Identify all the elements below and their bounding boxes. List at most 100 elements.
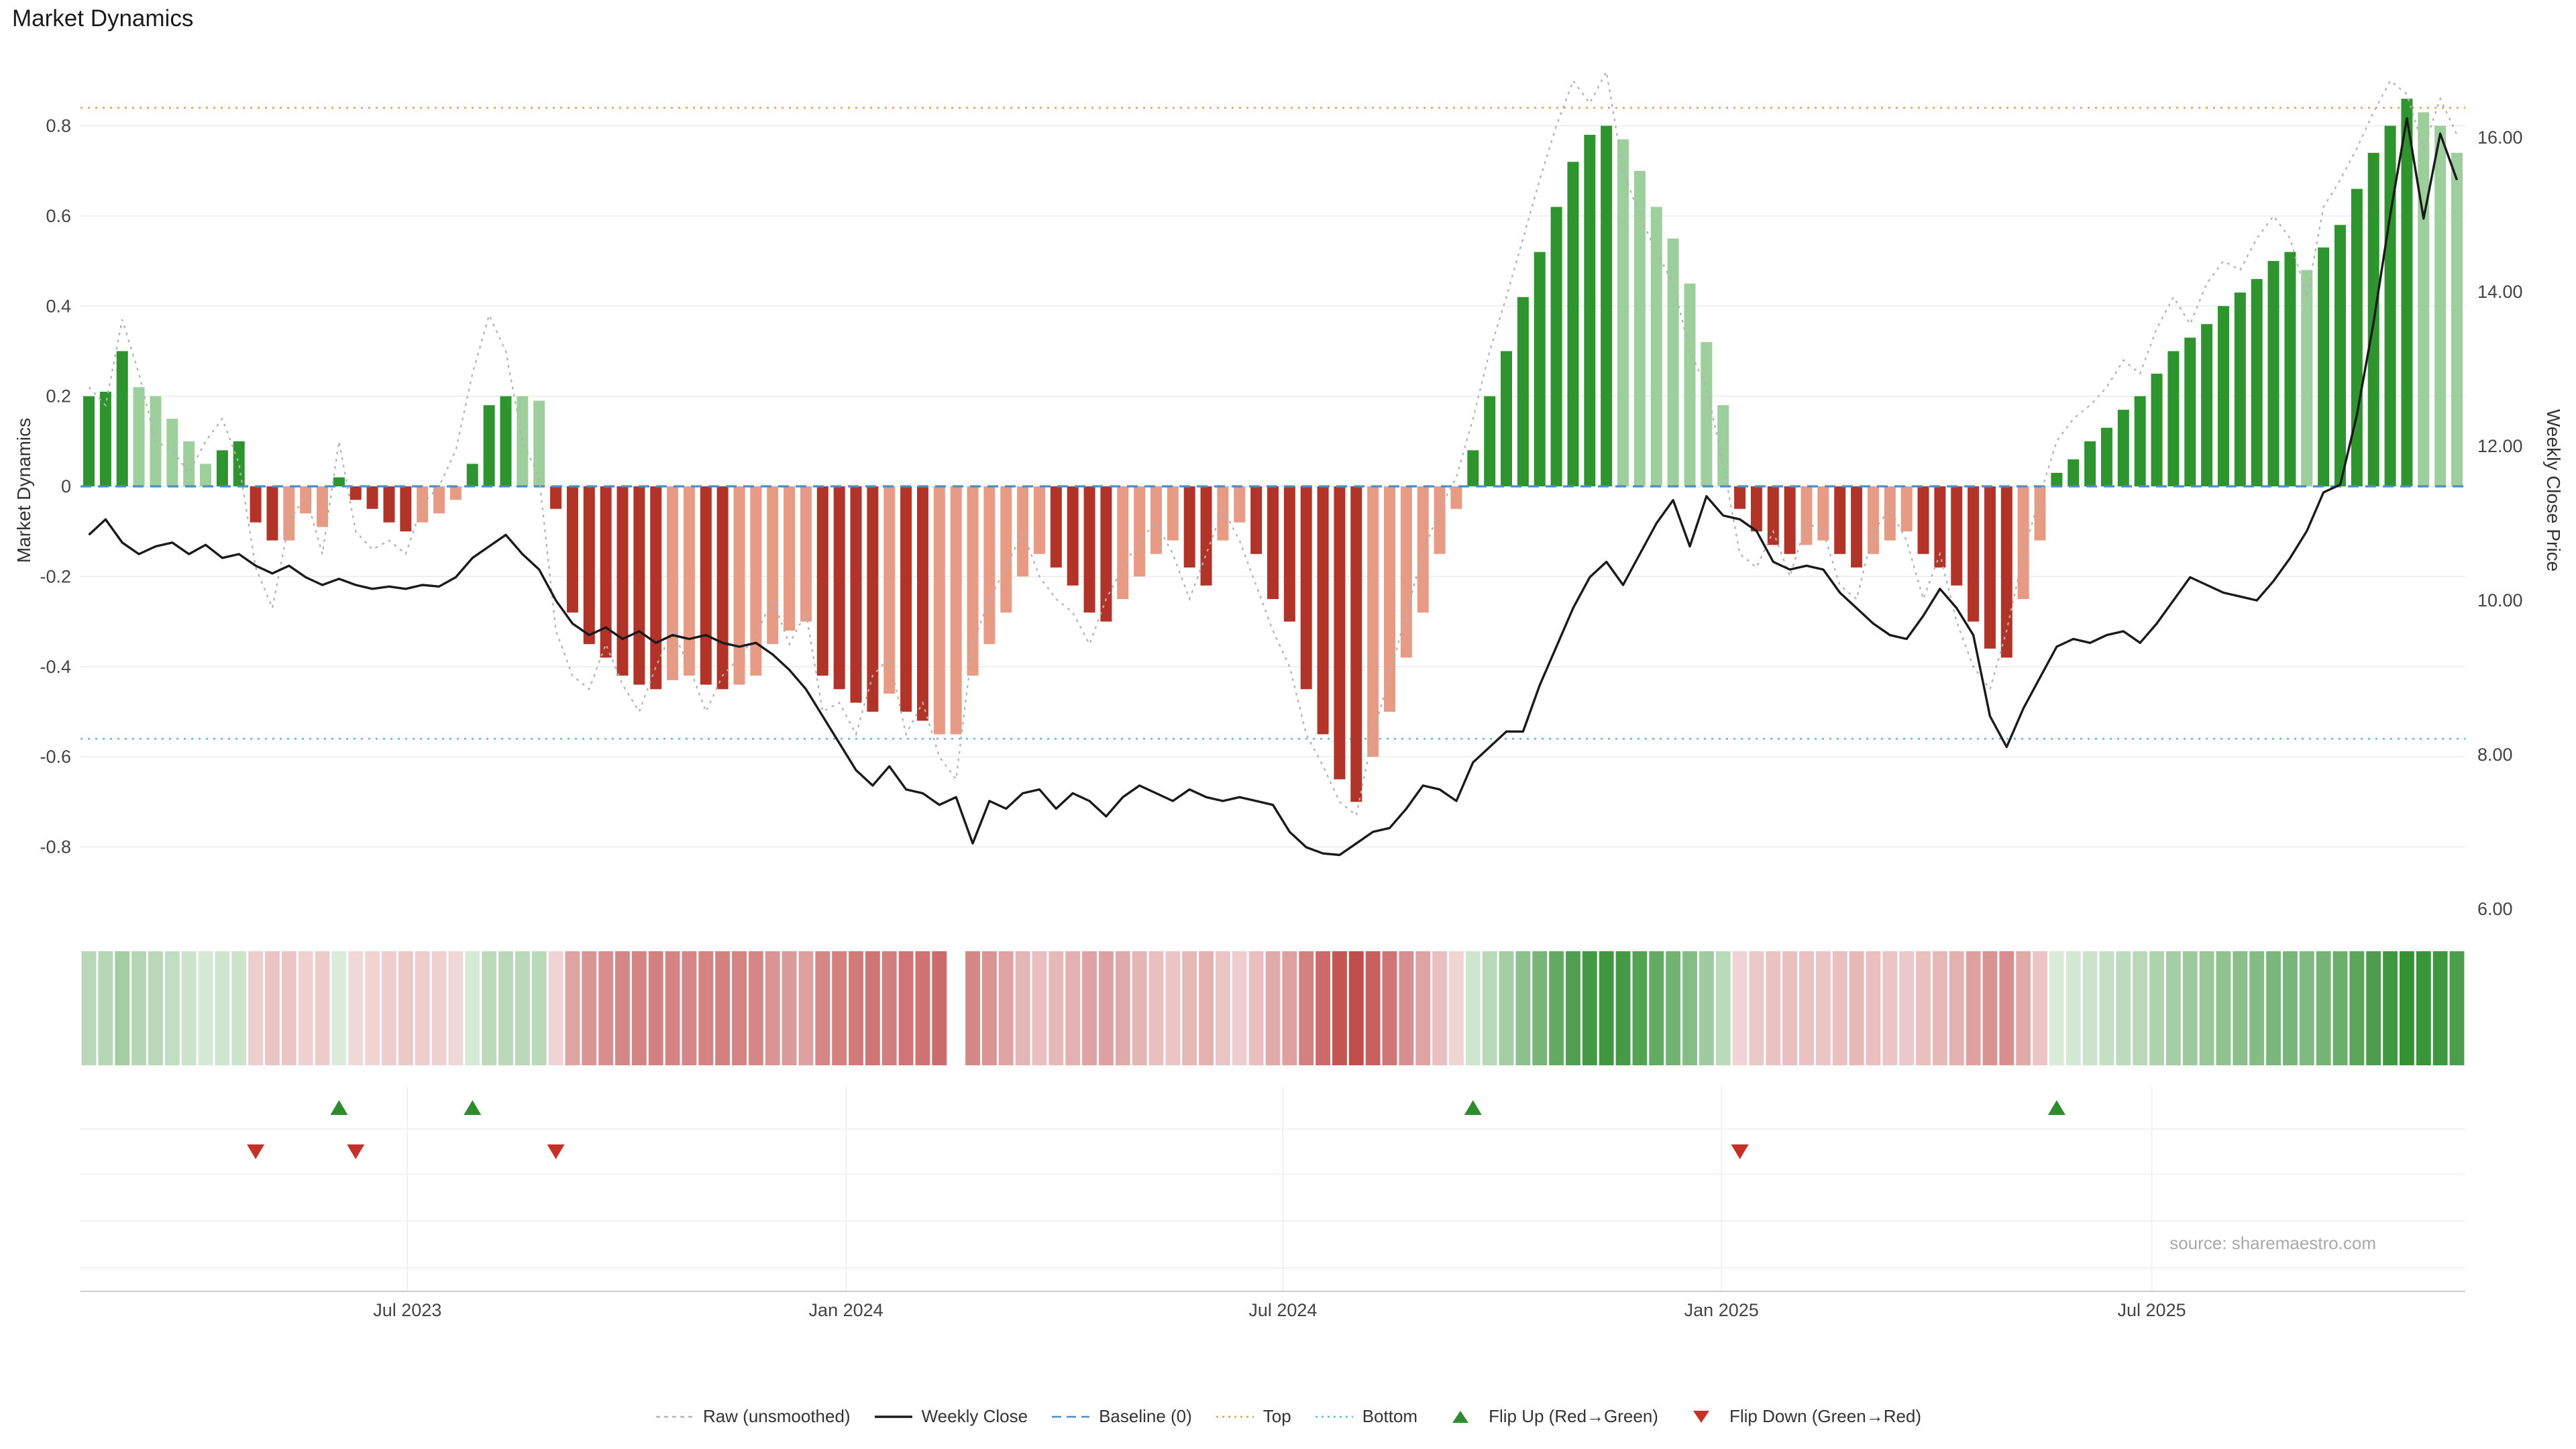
source-note: source: sharemaestro.com [2169,1233,2376,1253]
dynamics-bar [1367,486,1379,757]
strip-cell [2432,951,2448,1065]
legend-label: Bottom [1362,1406,1418,1426]
strip-cell [1815,951,1831,1065]
dynamics-bar [1917,486,1929,554]
dynamics-bar [816,486,828,676]
strip-cell [598,951,614,1065]
dynamics-bar [2167,351,2180,486]
dynamics-bar [2384,125,2396,486]
legend-label: Raw (unsmoothed) [702,1406,851,1426]
strip-cell [2399,951,2414,1065]
strip-cell [1049,951,1064,1065]
strip-cell [1482,951,1497,1065]
strip-cell [1098,951,1114,1065]
legend-label: Weekly Close [921,1406,1028,1426]
dynamics-bar [466,464,478,486]
dynamics-bar [1150,486,1162,554]
chart-legend: Raw (unsmoothed) Weekly Close Baseline (0)… [0,1406,2576,1427]
dynamics-bar [883,486,896,694]
dynamics-bar [266,486,278,541]
dynamics-bar [533,400,545,486]
dynamics-bar [1667,238,1679,486]
strip-cell [1432,951,1448,1065]
strip-cell [1515,951,1531,1065]
dynamics-bar [1633,170,1646,486]
strip-cell [1566,951,1580,1065]
strip-cell [465,951,480,1065]
strip-cell [865,951,880,1065]
strip-cell [1316,951,1331,1065]
strip-cell [515,951,530,1065]
legend-item: Top [1215,1406,1291,1427]
strip-cell [415,951,430,1065]
dynamics-bar [833,486,845,690]
left-tick-label: 0 [61,476,71,496]
dynamics-bar [99,391,111,486]
right-tick-label: 14.00 [2477,282,2523,302]
dynamics-bar [517,396,529,486]
dynamics-bar [1334,486,1346,780]
dynamics-bar [1951,486,1963,586]
strip-cell [1332,951,1347,1065]
strip-cell [2049,951,2064,1065]
strip-cell [2182,951,2198,1065]
dynamics-bar [2217,306,2229,486]
dynamics-bar [1017,486,1029,577]
strip-cell [2266,951,2281,1065]
strip-cell [398,951,413,1065]
right-tick-label: 16.00 [2477,127,2523,148]
dynamics-bar [1283,486,1295,622]
flip-up-marker [330,1100,348,1115]
legend-label: Top [1263,1406,1291,1426]
strip-cell [1449,951,1464,1065]
strip-cell [482,951,497,1065]
strip-cell [2316,951,2331,1065]
right-tick-label: 10.00 [2477,590,2523,610]
dynamics-bar [800,486,812,622]
dynamics-bar [166,419,178,486]
dynamics-bar [1650,207,1662,486]
dynamics-bar [2234,292,2246,486]
strip-cell [698,951,714,1065]
legend-label: Baseline (0) [1099,1406,1192,1426]
dynamics-bar [483,405,495,486]
dynamics-bar [500,396,512,486]
left-tick-label: -0.8 [40,837,71,857]
dynamics-bar [1617,139,1629,486]
strip-cell [115,951,130,1065]
dynamics-bar [700,486,712,685]
dynamics-bar [1484,396,1496,486]
strip-cell [815,951,830,1065]
dynamics-bar [2284,252,2296,486]
x-tick-label: Jul 2024 [1248,1300,1317,1320]
dynamics-bar [2351,189,2363,486]
dynamics-bar [1734,486,1746,509]
strip-cell [1916,951,1931,1065]
strip-cell [1882,951,1898,1065]
dynamics-bar [633,486,645,685]
strip-cell [81,951,97,1065]
strip-cell [1132,951,1147,1065]
dynamics-bar [2184,337,2196,486]
left-tick-label: -0.6 [40,747,71,767]
strip-cell [1666,951,1681,1065]
strip-cell [1215,951,1230,1065]
dynamics-bar [2068,459,2080,486]
dynamics-bar [133,387,145,486]
legend-triangle-down-icon [1693,1410,1709,1423]
left-axis-label: Market Dynamics [13,417,34,564]
dynamics-bar [1000,486,1012,613]
strip-cell [1649,951,1664,1065]
strip-cell [2449,951,2465,1065]
strip-cell [431,951,447,1065]
dynamics-bar [900,486,912,712]
dynamics-bar [983,486,996,645]
strip-cell [898,951,914,1065]
strip-cell [915,951,930,1065]
strip-cell [248,951,264,1065]
strip-cell [1549,951,1564,1065]
strip-cell [1715,951,1731,1065]
dynamics-bar [1300,486,1312,690]
dynamics-bar [317,486,329,527]
strip-cell [1932,951,1947,1065]
